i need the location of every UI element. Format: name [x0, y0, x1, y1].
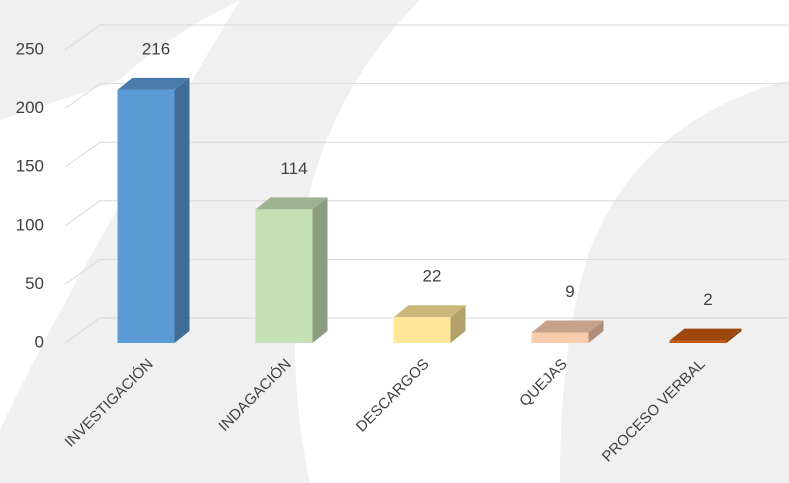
- value-label: 2: [703, 290, 712, 309]
- bar-front: [669, 340, 727, 343]
- grid-line: [64, 200, 789, 227]
- bar-side: [312, 197, 328, 343]
- bar: [255, 197, 328, 343]
- x-tick-label: DESCARGOS: [353, 356, 433, 436]
- grid-line: [64, 24, 789, 51]
- grid-line: [64, 317, 789, 344]
- y-tick-label: 150: [16, 157, 44, 176]
- bar-front: [393, 317, 451, 343]
- bar-side: [588, 320, 604, 343]
- bar-top: [117, 77, 190, 90]
- y-tick-label: 250: [16, 39, 44, 58]
- bar-front: [531, 332, 589, 343]
- bar: [669, 328, 742, 343]
- y-tick-label: 50: [25, 274, 44, 293]
- grid-line: [64, 141, 789, 168]
- y-tick-label: 100: [16, 215, 44, 234]
- value-label: 9: [565, 282, 574, 301]
- bar: [393, 305, 466, 343]
- bar-front: [255, 209, 313, 343]
- bar-front: [117, 89, 175, 344]
- x-tick-label: QUEJAS: [516, 356, 570, 410]
- bar-side: [450, 305, 466, 343]
- bar-top: [393, 305, 466, 318]
- value-label: 114: [280, 159, 307, 178]
- y-tick-label: 200: [16, 98, 44, 117]
- y-tick-label: 0: [35, 332, 44, 351]
- bar: [117, 77, 190, 344]
- bar-side: [726, 328, 742, 343]
- bar-top: [531, 320, 604, 333]
- grid-line: [64, 258, 789, 285]
- bar-top: [669, 328, 742, 341]
- value-label: 22: [423, 267, 442, 286]
- grid-line: [64, 83, 789, 110]
- value-label: 216: [142, 39, 170, 58]
- bar: [531, 320, 604, 343]
- bar-side: [174, 77, 190, 344]
- bar-top: [255, 197, 328, 210]
